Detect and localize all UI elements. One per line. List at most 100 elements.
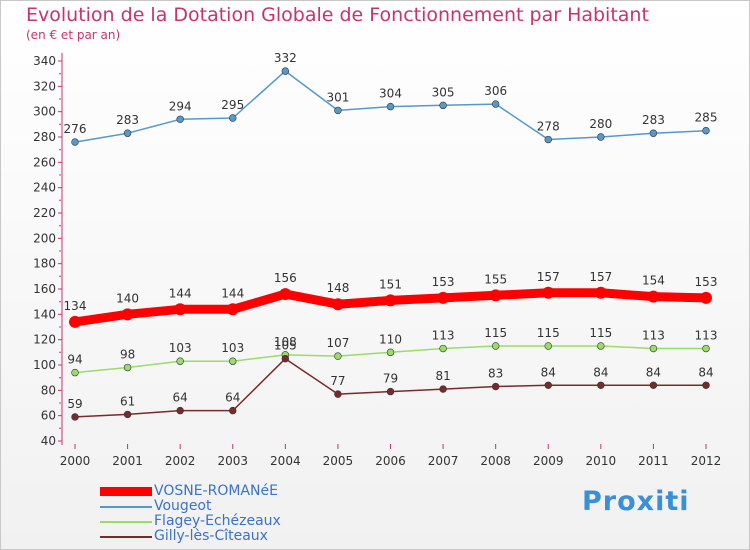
data-point (439, 385, 447, 393)
data-point (176, 357, 184, 365)
data-point (491, 100, 500, 108)
data-label: 278 (537, 120, 560, 134)
data-label: 144 (169, 286, 192, 300)
data-point (597, 342, 605, 350)
y-tick-label: 40 (41, 434, 56, 448)
data-point (649, 344, 658, 353)
data-label: 81 (435, 369, 450, 383)
data-label: 283 (642, 113, 665, 127)
y-tick-label: 160 (33, 282, 56, 296)
data-label: 98 (120, 348, 135, 362)
data-label: 108 (274, 335, 297, 349)
legend-item: Vougeot (100, 499, 281, 514)
data-label: 151 (379, 277, 402, 291)
data-label: 64 (225, 391, 240, 405)
legend-label: Gilly-lès-Cîteaux (154, 528, 268, 544)
data-point (121, 308, 134, 321)
data-label: 276 (64, 122, 87, 136)
data-label: 154 (642, 274, 665, 288)
data-point (174, 303, 187, 316)
y-minor-tick (59, 174, 61, 176)
y-minor-tick (59, 250, 61, 252)
series-line (74, 357, 707, 418)
legend-item: VOSNE-ROMANéE (100, 484, 281, 499)
legend-label: Vougeot (154, 498, 212, 514)
data-label: 103 (221, 341, 244, 355)
data-point (386, 348, 395, 357)
x-tick-label: 2000 (60, 454, 91, 468)
data-label: 153 (432, 275, 455, 289)
x-tick-label: 2002 (165, 454, 196, 468)
data-point (71, 368, 79, 377)
y-tick-label: 80 (41, 383, 56, 397)
y-tick-label: 340 (33, 54, 56, 68)
data-label: 107 (326, 336, 349, 350)
data-point (281, 67, 290, 75)
data-point (437, 291, 450, 304)
data-point (544, 135, 552, 144)
y-minor-tick (59, 300, 61, 303)
x-tick-label: 2009 (533, 454, 564, 468)
data-point (229, 114, 237, 122)
data-point (597, 381, 605, 389)
data-label: 105 (274, 339, 297, 353)
data-label: 64 (173, 391, 188, 405)
data-label: 115 (484, 326, 507, 340)
data-label: 79 (383, 372, 398, 386)
y-tick-label: 220 (33, 206, 56, 220)
data-point (594, 286, 607, 299)
data-point (542, 286, 555, 299)
x-tick-label: 2012 (691, 454, 722, 468)
y-tick-label: 260 (33, 155, 56, 169)
legend-swatch (100, 535, 152, 538)
data-point (176, 115, 184, 123)
data-label: 84 (593, 365, 608, 379)
data-label: 115 (537, 326, 560, 340)
data-label: 84 (646, 365, 661, 379)
data-label: 304 (379, 87, 402, 101)
y-minor-tick (59, 148, 61, 151)
data-label: 103 (169, 341, 192, 355)
data-point (229, 357, 237, 365)
chart-title: Evolution de la Dotation Globale de Fonc… (26, 4, 649, 26)
data-point (226, 303, 239, 316)
y-tick-label: 60 (41, 409, 56, 423)
data-label: 84 (698, 365, 713, 379)
data-point (281, 354, 290, 363)
data-point (331, 298, 344, 311)
x-tick-label: 2003 (217, 454, 248, 468)
data-label: 306 (484, 84, 507, 98)
data-label: 144 (221, 286, 244, 300)
data-label: 155 (484, 272, 507, 286)
data-point (279, 288, 292, 301)
y-minor-tick (59, 98, 61, 100)
data-label: 332 (274, 51, 297, 65)
y-tick-label: 240 (33, 181, 56, 195)
data-point (702, 126, 710, 135)
data-label: 294 (169, 99, 192, 113)
data-point (544, 381, 552, 389)
data-point (489, 289, 502, 302)
chart-subtitle: (en € et par an) (26, 28, 121, 42)
y-minor-tick (59, 402, 61, 404)
data-point (334, 390, 342, 398)
legend-label: VOSNE-ROMANéE (154, 483, 278, 499)
y-tick-label: 320 (33, 79, 56, 93)
data-label: 113 (642, 329, 665, 343)
x-tick-label: 2006 (375, 454, 406, 468)
y-minor-tick (59, 351, 61, 354)
data-label: 140 (116, 291, 139, 305)
data-point (702, 344, 710, 353)
data-label: 113 (432, 329, 455, 343)
y-minor-tick (59, 224, 61, 227)
data-label: 61 (120, 394, 135, 408)
y-minor-tick (59, 275, 61, 278)
legend-swatch (100, 520, 152, 523)
legend-swatch (100, 487, 152, 496)
data-point (647, 290, 660, 303)
data-label: 157 (537, 270, 560, 284)
data-label: 110 (379, 332, 402, 346)
x-tick-label: 2005 (323, 454, 354, 468)
y-tick-label: 200 (33, 231, 56, 245)
legend-item: Gilly-lès-Cîteaux (100, 529, 281, 544)
